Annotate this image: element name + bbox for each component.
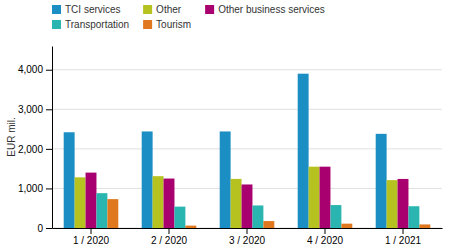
legend-swatch (52, 5, 61, 14)
grid-line (52, 109, 442, 110)
bar (96, 193, 107, 228)
tick-mark (46, 188, 52, 189)
bar-series (86, 167, 409, 228)
tick-label: 2,000 (18, 144, 43, 155)
legend-swatch (52, 20, 61, 29)
y-axis-title: EUR mil. (6, 117, 17, 156)
grid (52, 70, 442, 228)
tick-mark (247, 228, 248, 234)
bar (164, 179, 175, 228)
bar (298, 74, 309, 228)
tick: 1 / 2021 (385, 228, 422, 246)
tick-mark (403, 228, 404, 234)
tick: 4 / 2020 (307, 228, 344, 246)
bar (64, 132, 75, 228)
legend-label: Other (156, 4, 182, 15)
bar (376, 134, 387, 228)
axis-line (52, 47, 53, 229)
y-axis: 0 1,000 2,000 3,000 4,000 (18, 47, 53, 234)
legend-swatch (205, 5, 214, 14)
bar (86, 173, 97, 228)
bar (341, 224, 352, 228)
tick-label: 3 / 2020 (229, 235, 266, 246)
tick-mark (46, 109, 52, 110)
legend-item: Other business services (205, 4, 325, 15)
tick-label: 4,000 (18, 64, 43, 75)
bar (242, 184, 253, 228)
legend-label: Tourism (156, 19, 191, 30)
bar (263, 221, 274, 228)
chart: 0 1,000 2,000 3,000 4,000 1 / 2020 2 / 2020 3 /… (0, 0, 454, 252)
bar (142, 131, 153, 228)
grid-line (52, 69, 442, 70)
tick: 3 / 2020 (229, 228, 266, 246)
tick: 1 / 2020 (73, 228, 110, 246)
tick-mark (46, 149, 52, 150)
legend-item: TCI services (52, 4, 121, 15)
legend-item: Tourism (143, 19, 191, 30)
tick-label: 0 (37, 223, 43, 234)
tick-mark (91, 228, 92, 234)
tick-label: 4 / 2020 (307, 235, 344, 246)
bar (252, 205, 263, 228)
tick: 2,000 (18, 144, 52, 155)
bar (408, 206, 419, 228)
legend-swatch (143, 5, 152, 14)
legend-item: Other (143, 4, 182, 15)
legend-swatch (143, 20, 152, 29)
bar-series (96, 193, 419, 228)
bar (220, 131, 231, 228)
legend-label: Other business services (218, 4, 325, 15)
tick: 2 / 2020 (151, 228, 188, 246)
bar (309, 167, 320, 228)
bar (387, 180, 398, 228)
bar (330, 205, 341, 228)
bar (153, 176, 164, 228)
bars (64, 74, 431, 228)
bar-series (64, 74, 387, 228)
tick: 4,000 (18, 64, 52, 75)
tick: 0 (37, 223, 52, 234)
bar-series (107, 199, 430, 228)
bar (75, 177, 86, 228)
bar (107, 199, 118, 228)
tick-label: 1,000 (18, 183, 43, 194)
tick-mark (46, 70, 52, 71)
bar (174, 207, 185, 228)
plot: 0 1,000 2,000 3,000 4,000 1 / 2020 2 / 2020 3 /… (18, 47, 443, 247)
bar-series (75, 167, 398, 228)
bar (398, 179, 409, 228)
tick-mark (46, 228, 52, 229)
tick: 1,000 (18, 183, 52, 194)
tick-label: 3,000 (18, 104, 43, 115)
tick-mark (169, 228, 170, 234)
tick-label: 1 / 2021 (385, 235, 422, 246)
tick: 3,000 (18, 104, 52, 115)
tick-label: 2 / 2020 (151, 235, 188, 246)
legend-label: Transportation (65, 19, 129, 30)
legend: TCI services Other Other business services… (52, 4, 325, 30)
bar (231, 179, 242, 228)
legend-item: Transportation (52, 19, 129, 30)
bar (320, 167, 331, 228)
legend-label: TCI services (65, 4, 121, 15)
x-axis: 1 / 2020 2 / 2020 3 / 2020 4 / 2020 1 / 2021 (53, 228, 443, 246)
bar (419, 224, 430, 228)
bar (185, 226, 196, 228)
tick-label: 1 / 2020 (73, 235, 110, 246)
tick-mark (325, 228, 326, 234)
